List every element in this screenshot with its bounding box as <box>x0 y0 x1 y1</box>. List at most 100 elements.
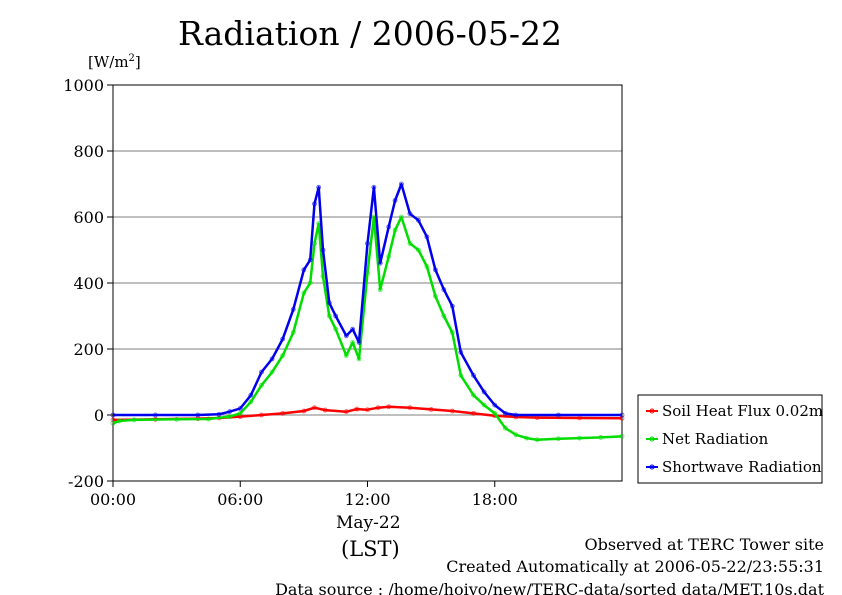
data-point <box>598 435 604 440</box>
data-point <box>441 287 447 293</box>
data-point <box>407 211 413 217</box>
data-point <box>269 369 275 375</box>
data-point <box>259 412 264 418</box>
data-point <box>301 290 307 296</box>
data-point <box>449 330 455 335</box>
data-point <box>428 406 434 412</box>
legend-label: Net Radiation <box>662 430 769 448</box>
data-point <box>619 434 625 439</box>
data-point <box>471 410 476 416</box>
observation-site-note: Observed at TERC Tower site <box>584 535 825 554</box>
x-axis-timezone-label: (LST) <box>341 537 400 561</box>
y-tick-label: 200 <box>73 340 104 359</box>
data-point <box>432 293 438 299</box>
y-tick-label: -200 <box>68 472 104 491</box>
y-unit-sup: 2 <box>128 53 135 64</box>
series-line <box>113 182 622 417</box>
data-point <box>375 405 381 411</box>
data-point <box>326 313 332 319</box>
y-tick-label: 800 <box>73 142 104 161</box>
x-tick-label: 00:00 <box>90 490 136 509</box>
data-point <box>386 224 392 230</box>
data-point <box>555 436 561 442</box>
data-point <box>424 234 430 240</box>
data-point <box>392 227 398 233</box>
y-unit-suffix: ] <box>134 53 141 71</box>
legend-label: Soil Heat Flux 0.02m <box>662 402 823 420</box>
data-point <box>301 408 307 414</box>
data-point <box>343 409 349 415</box>
data-point <box>259 369 264 375</box>
data-point <box>280 336 286 342</box>
data-point <box>316 184 322 190</box>
data-point <box>471 392 476 398</box>
data-point <box>513 432 519 438</box>
data-point <box>237 410 243 416</box>
data-point <box>415 247 421 253</box>
data-source-note: Data source : /home/hoivo/new/TERC-data/… <box>275 580 824 595</box>
data-point <box>280 410 286 416</box>
data-point <box>432 267 438 273</box>
data-point <box>269 356 275 362</box>
data-point <box>619 412 625 418</box>
data-point <box>280 353 286 359</box>
data-point <box>377 260 383 266</box>
data-point <box>153 412 158 418</box>
data-point <box>110 420 116 426</box>
data-point <box>343 333 349 339</box>
data-point <box>350 339 356 345</box>
y-tick-label: 400 <box>73 274 104 293</box>
y-unit-prefix: [W/m <box>88 53 129 71</box>
data-point <box>307 257 313 263</box>
data-point <box>312 201 317 207</box>
data-point <box>471 372 476 378</box>
data-point <box>356 339 362 345</box>
data-point <box>301 267 307 273</box>
data-point <box>116 418 122 424</box>
data-point <box>441 313 447 319</box>
y-tick-label: 600 <box>73 208 104 227</box>
data-point <box>502 425 508 431</box>
data-point <box>237 405 243 411</box>
data-point <box>259 382 264 388</box>
data-point <box>216 411 222 417</box>
data-point <box>227 414 233 420</box>
data-point <box>449 408 455 414</box>
series-line <box>112 215 623 442</box>
x-tick-label: 12:00 <box>344 490 390 509</box>
data-point <box>326 300 332 306</box>
data-point <box>365 407 370 413</box>
data-point <box>333 313 339 319</box>
data-point <box>449 303 455 309</box>
data-point <box>174 416 180 422</box>
series-line <box>112 405 623 422</box>
data-point <box>248 399 254 405</box>
data-point <box>377 287 383 293</box>
data-point <box>356 356 362 362</box>
chart-title: Radiation / 2006-05-22 <box>178 14 562 53</box>
data-point <box>206 416 211 422</box>
data-point <box>320 247 326 253</box>
data-point <box>371 184 377 190</box>
data-point <box>312 405 317 411</box>
data-point <box>227 409 233 415</box>
data-point <box>322 407 328 413</box>
created-timestamp-note: Created Automatically at 2006-05-22/23:5… <box>446 557 824 576</box>
data-point <box>110 417 116 423</box>
data-point <box>458 349 464 355</box>
data-point <box>307 280 313 286</box>
data-point <box>458 372 464 378</box>
data-point <box>492 402 498 408</box>
data-point <box>555 412 561 418</box>
data-point <box>577 435 582 441</box>
data-point <box>513 412 519 418</box>
data-point <box>350 326 356 332</box>
data-point <box>386 404 392 410</box>
data-point <box>343 353 349 359</box>
data-point <box>195 412 201 418</box>
y-tick-label: 1000 <box>63 76 104 95</box>
x-axis-date-label: May-22 <box>336 513 401 533</box>
data-point <box>399 181 404 187</box>
legend-marker <box>649 464 655 470</box>
